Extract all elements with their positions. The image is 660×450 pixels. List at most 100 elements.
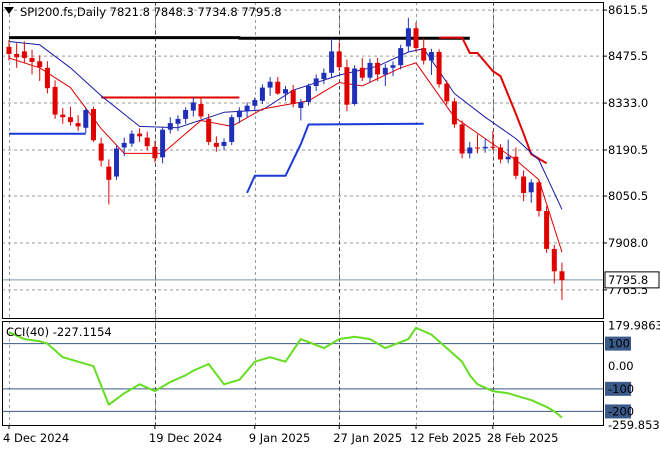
frame	[2, 2, 604, 426]
candle-body	[405, 28, 411, 47]
candle	[44, 61, 50, 94]
candle	[428, 48, 434, 76]
candle	[198, 98, 204, 119]
candle	[482, 138, 488, 153]
candle-body	[428, 52, 434, 61]
y-tick-label: 8475.5	[608, 49, 648, 63]
candle	[390, 61, 396, 77]
candle-body	[505, 156, 511, 160]
candle	[336, 41, 342, 72]
candle-body	[451, 101, 457, 125]
candle-body	[221, 141, 227, 146]
candle	[221, 138, 227, 151]
candle-body	[252, 100, 258, 106]
y-tick-label: 8615.5	[608, 3, 648, 17]
candle-body	[206, 118, 212, 142]
candle-body	[60, 114, 66, 118]
candle	[283, 85, 288, 101]
candle-body	[152, 146, 158, 159]
cci-level-tag	[605, 381, 631, 396]
candle-body	[482, 146, 488, 149]
cci-axis: 179.9863 100 0.00 -100 -200-259.8537	[605, 319, 660, 432]
candle	[559, 262, 565, 300]
candle-body	[91, 109, 96, 141]
candle	[6, 39, 12, 61]
y-tick-label: 7908.0	[608, 236, 648, 250]
candle-body	[521, 176, 527, 193]
candle-body	[313, 78, 319, 86]
x-tick-label: 4 Dec 2024	[3, 431, 69, 445]
cci-tick-label: 100	[608, 337, 630, 351]
candle-body	[390, 65, 396, 68]
red-stop-line	[439, 36, 548, 165]
candle-body	[498, 147, 503, 160]
candle	[352, 65, 358, 106]
candle	[298, 99, 304, 121]
cci-panel	[2, 326, 603, 419]
candle	[175, 115, 181, 132]
y-tick-label: 8190.5	[608, 143, 648, 157]
candle	[106, 159, 112, 205]
candle-body	[559, 271, 565, 281]
cci-panel-border	[2, 321, 604, 426]
candle	[306, 83, 311, 106]
candles	[6, 17, 565, 300]
price-panel-border	[2, 2, 604, 319]
candle	[375, 57, 381, 81]
candle-body	[467, 147, 473, 154]
candle	[505, 139, 511, 164]
candle-body	[14, 54, 20, 58]
candle	[490, 131, 496, 151]
candle-body	[75, 123, 81, 127]
collapse-arrow-icon[interactable]	[4, 7, 14, 14]
cci-tick-label: -200	[608, 404, 634, 418]
candle-body	[475, 147, 480, 149]
candle-body	[183, 110, 189, 119]
cci-header: CCI(40) -227.1154	[6, 325, 112, 339]
candle	[321, 68, 327, 85]
candle-body	[352, 68, 358, 104]
candle	[129, 130, 135, 147]
grid	[2, 2, 603, 425]
candle	[252, 97, 258, 111]
candle	[121, 137, 127, 157]
candle	[206, 113, 212, 146]
candle	[551, 244, 557, 284]
candle-body	[329, 51, 335, 73]
candle	[536, 179, 542, 217]
candle	[67, 106, 73, 126]
candle-body	[144, 137, 150, 147]
candle	[275, 77, 281, 95]
candle	[29, 49, 35, 75]
x-tick-label: 19 Dec 2024	[149, 431, 222, 445]
candle-body	[21, 51, 27, 58]
candle	[544, 206, 550, 253]
candle-body	[83, 110, 89, 128]
candle	[475, 134, 480, 154]
candle	[190, 97, 196, 117]
candle	[21, 41, 27, 63]
candle-body	[190, 102, 196, 111]
candle-body	[121, 142, 127, 148]
cci-tick-label: -100	[608, 382, 634, 396]
candle-body	[29, 58, 35, 62]
candle-body	[306, 85, 311, 102]
candle	[521, 170, 527, 202]
candle-body	[37, 61, 43, 68]
candle	[398, 44, 404, 70]
candle-body	[44, 67, 50, 89]
candle-body	[536, 182, 542, 211]
candle	[467, 141, 473, 159]
candle	[114, 145, 119, 180]
candle	[144, 131, 150, 151]
candle	[451, 98, 457, 128]
candle-body	[67, 117, 73, 123]
candle	[167, 117, 173, 134]
candle	[267, 77, 273, 96]
candle-body	[444, 83, 450, 102]
candle	[259, 84, 265, 105]
candle-body	[137, 133, 143, 137]
candle-body	[544, 211, 550, 249]
